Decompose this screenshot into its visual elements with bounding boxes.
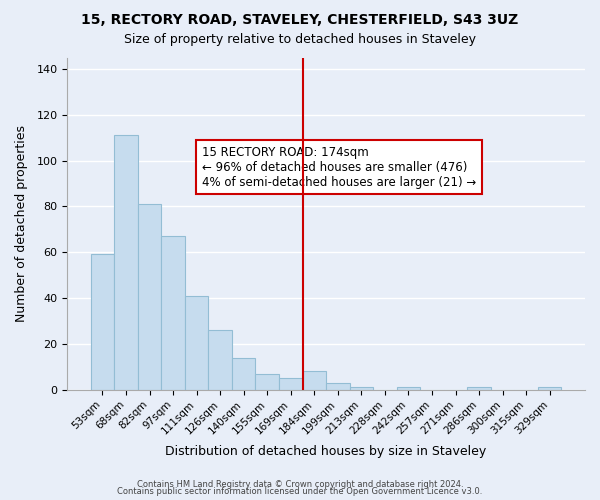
Bar [467, 388, 491, 390]
Y-axis label: Number of detached properties: Number of detached properties [15, 125, 28, 322]
Text: 15, RECTORY ROAD, STAVELEY, CHESTERFIELD, S43 3UZ: 15, RECTORY ROAD, STAVELEY, CHESTERFIELD… [82, 12, 518, 26]
Bar [350, 388, 373, 390]
Text: Contains HM Land Registry data © Crown copyright and database right 2024.: Contains HM Land Registry data © Crown c… [137, 480, 463, 489]
Text: Contains public sector information licensed under the Open Government Licence v3: Contains public sector information licen… [118, 488, 482, 496]
Bar [91, 254, 114, 390]
Text: Size of property relative to detached houses in Staveley: Size of property relative to detached ho… [124, 32, 476, 46]
Bar [256, 374, 279, 390]
Bar [208, 330, 232, 390]
X-axis label: Distribution of detached houses by size in Staveley: Distribution of detached houses by size … [166, 444, 487, 458]
Bar [232, 358, 256, 390]
Text: 15 RECTORY ROAD: 174sqm
← 96% of detached houses are smaller (476)
4% of semi-de: 15 RECTORY ROAD: 174sqm ← 96% of detache… [202, 146, 476, 188]
Bar [326, 382, 350, 390]
Bar [279, 378, 302, 390]
Bar [161, 236, 185, 390]
Bar [114, 136, 138, 390]
Bar [397, 388, 420, 390]
Bar [138, 204, 161, 390]
Bar [538, 388, 562, 390]
Bar [302, 372, 326, 390]
Bar [185, 296, 208, 390]
